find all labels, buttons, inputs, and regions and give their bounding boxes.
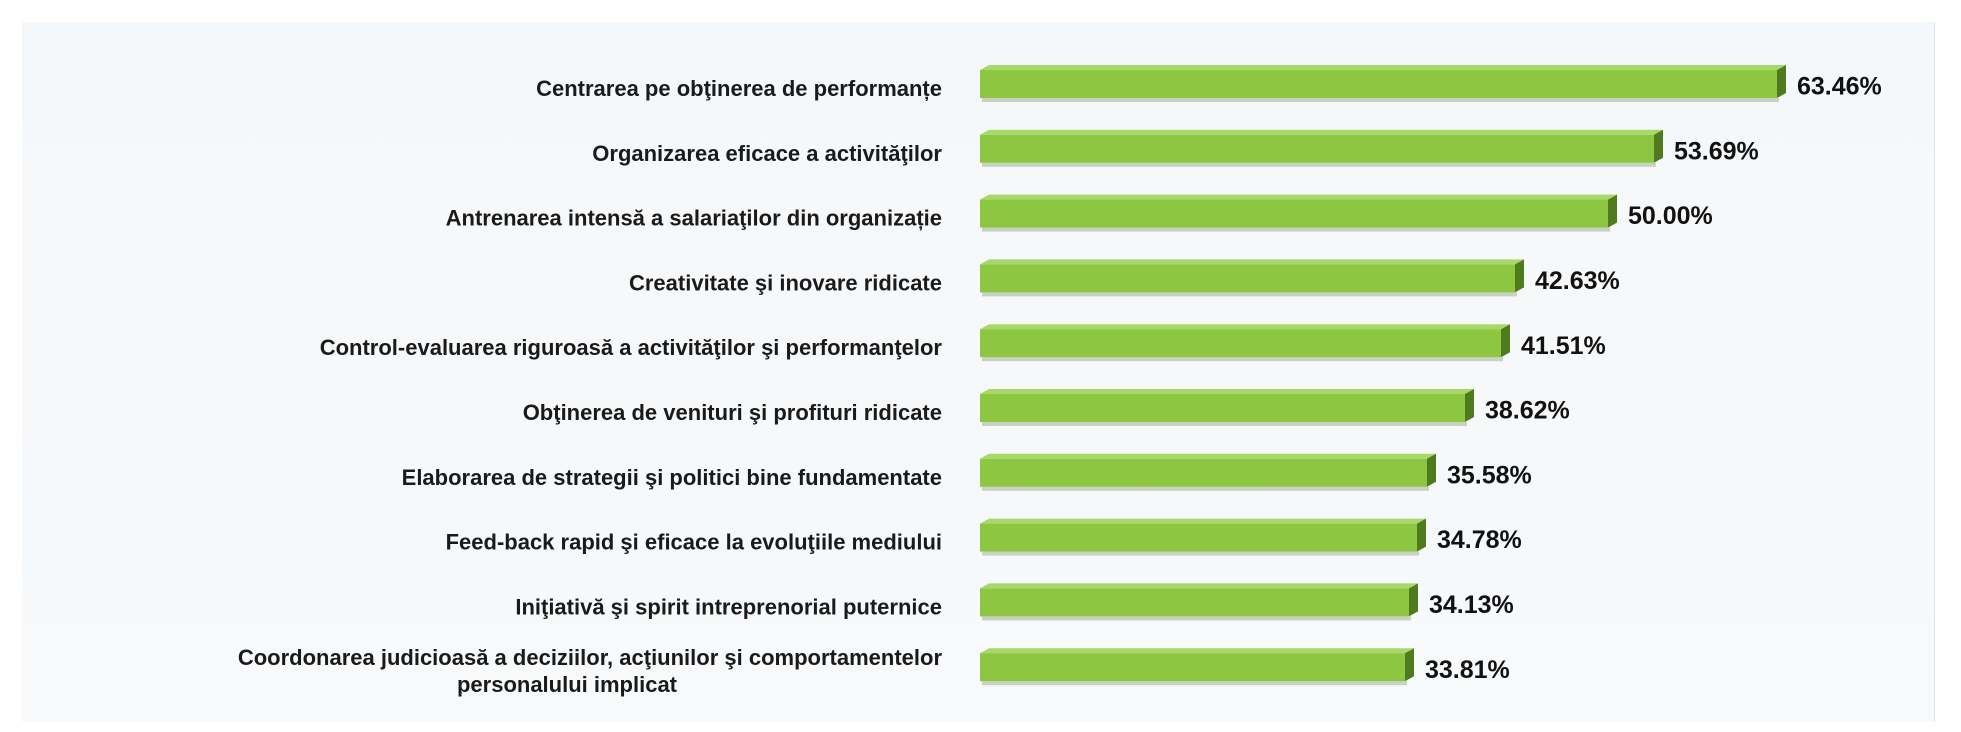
bar	[980, 70, 1777, 98]
bar-chart: 63.46% Centrarea pe obţinerea de performa…	[238, 65, 1882, 697]
bar-side-face	[1777, 65, 1786, 98]
bar-top-face	[980, 389, 1474, 394]
category-label: Iniţiativă şi spirit intreprenorial pute…	[515, 594, 942, 619]
bar	[980, 329, 1501, 358]
category-label-line: Coordonarea judicioasă a deciziilor, acţ…	[238, 645, 943, 670]
bar-shadow	[982, 681, 1407, 686]
category-label-line: Obţinerea de venituri şi profituri ridic…	[523, 400, 942, 425]
bar-side-face	[1608, 194, 1617, 228]
data-label: 34.13%	[1429, 591, 1514, 619]
category-label-line: Organizarea eficace a activităţilor	[592, 141, 942, 166]
category-label-line: Creativitate şi inovare ridicate	[629, 270, 942, 295]
category-label-line: Feed-back rapid şi eficace la evoluţiile…	[446, 529, 942, 554]
chart-panel: 63.46% Centrarea pe obţinerea de performa…	[22, 22, 1935, 722]
bar	[980, 458, 1427, 487]
bar-top-face	[980, 648, 1414, 654]
bar	[980, 134, 1654, 163]
bar-side-face	[1465, 389, 1474, 422]
bar-top-face	[980, 324, 1510, 330]
bar	[980, 523, 1417, 552]
data-label: 42.63%	[1535, 267, 1620, 295]
bar-top-face	[980, 129, 1663, 135]
bar-shadow	[982, 98, 1779, 102]
data-label: 53.69%	[1674, 137, 1759, 165]
bar-shadow	[982, 162, 1656, 167]
category-label-line: Antrenarea intensă a salariaţilor din or…	[446, 205, 942, 230]
bar	[980, 199, 1608, 228]
data-label: 63.46%	[1797, 73, 1882, 101]
category-label-line: Iniţiativă şi spirit intreprenorial pute…	[515, 594, 942, 619]
category-label: Creativitate şi inovare ridicate	[629, 270, 942, 295]
category-label-line: personalului implicat	[457, 672, 678, 697]
bar-side-face	[1654, 129, 1663, 163]
data-label: 35.58%	[1447, 461, 1532, 489]
data-label: 33.81%	[1425, 656, 1510, 684]
bar-top-face	[980, 65, 1786, 70]
category-label-line: Elaborarea de strategii şi politici bine…	[402, 465, 942, 490]
bar-side-face	[1405, 648, 1414, 682]
data-label: 41.51%	[1521, 332, 1606, 360]
category-label: Control-evaluarea riguroasă a activităţi…	[320, 335, 943, 360]
bar-shadow	[982, 292, 1517, 297]
bar-side-face	[1417, 518, 1426, 552]
bar-top-face	[980, 194, 1617, 200]
bar-shadow	[982, 551, 1419, 556]
bar	[980, 264, 1515, 293]
data-label: 50.00%	[1628, 202, 1713, 230]
data-label: 34.78%	[1437, 526, 1522, 554]
category-label: Feed-back rapid şi eficace la evoluţiile…	[446, 529, 942, 554]
bar-shadow	[982, 357, 1503, 362]
bar-side-face	[1501, 324, 1510, 358]
category-label: Antrenarea intensă a salariaţilor din or…	[446, 205, 942, 230]
category-label: Obţinerea de venituri şi profituri ridic…	[523, 400, 942, 425]
category-label: Organizarea eficace a activităţilor	[592, 141, 942, 166]
bar	[980, 588, 1409, 617]
bar-side-face	[1427, 453, 1436, 487]
bar	[980, 653, 1405, 682]
category-label-line: Control-evaluarea riguroasă a activităţi…	[320, 335, 943, 360]
bar-top-face	[980, 583, 1418, 589]
bar	[980, 394, 1465, 422]
category-label-line: Centrarea pe obţinerea de performanțe	[536, 76, 942, 101]
category-label: Elaborarea de strategii şi politici bine…	[402, 465, 942, 490]
bar-shadow	[982, 422, 1467, 426]
bar-top-face	[980, 259, 1524, 265]
bar-top-face	[980, 453, 1436, 459]
bar-side-face	[1515, 259, 1524, 293]
bar-shadow	[982, 616, 1411, 621]
category-label: Coordonarea judicioasă a deciziilor, acţ…	[238, 645, 943, 697]
bar-side-face	[1409, 583, 1418, 617]
category-label: Centrarea pe obţinerea de performanțe	[536, 76, 942, 101]
bar-shadow	[982, 227, 1610, 232]
data-label: 38.62%	[1485, 397, 1570, 425]
bar-shadow	[982, 486, 1429, 491]
bar-top-face	[980, 518, 1426, 524]
